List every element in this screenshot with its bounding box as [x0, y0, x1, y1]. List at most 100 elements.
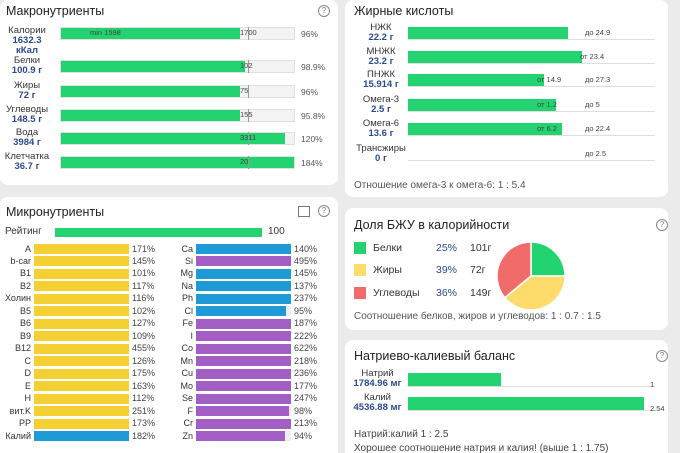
micro-percent: 171% — [132, 243, 156, 254]
pie-slice — [530, 241, 566, 277]
micro-track — [34, 368, 129, 379]
percent: 96% — [301, 29, 319, 39]
micro-percent: 109% — [132, 330, 156, 341]
unit: мг — [390, 402, 402, 413]
micro-bar — [34, 356, 129, 367]
value: 3984 — [13, 137, 35, 148]
norm-label: 3311 — [240, 133, 257, 142]
max-label: до 2.5 — [585, 149, 607, 158]
micro-name: Cu — [181, 368, 193, 379]
bar-track — [60, 156, 295, 169]
micro-track — [34, 406, 129, 417]
nutrient-name: Жиры — [13, 80, 41, 91]
bar-track — [60, 27, 295, 40]
rating-bar — [55, 228, 262, 237]
micro-bar — [196, 244, 291, 254]
nutrient-name: Калории — [8, 25, 46, 36]
help-icon[interactable]: ? — [318, 205, 330, 217]
micro-track — [34, 381, 129, 392]
micro-percent: 236% — [294, 368, 318, 379]
micro-bar — [196, 331, 291, 342]
percent: 184% — [301, 158, 323, 168]
note: Хорошее соотношение натрия и калия! (выш… — [354, 443, 609, 453]
micro-bar — [34, 368, 129, 379]
bar — [61, 61, 246, 72]
bar-track — [60, 109, 295, 122]
micro-name: A — [24, 243, 31, 254]
micro-bar — [196, 293, 291, 304]
value: 23.2 — [368, 56, 387, 67]
acid-name: Омега-3 — [362, 94, 400, 105]
table-icon[interactable] — [298, 206, 310, 217]
micro-track — [196, 368, 291, 379]
nutrient-label: Калории 1632.3 кКал — [0, 26, 54, 56]
micro-track — [196, 418, 291, 429]
micro-bar — [196, 393, 291, 404]
legend-swatch — [354, 264, 366, 276]
micro-name: Mg — [180, 268, 193, 279]
rating-label: Рейтинг — [5, 226, 42, 237]
micro-name: Zn — [182, 430, 193, 441]
legend-name: Жиры — [373, 264, 402, 276]
micro-percent: 173% — [132, 418, 156, 429]
mineral-name: Натрий — [361, 368, 394, 379]
bar-baseline — [408, 111, 655, 112]
bar — [61, 86, 240, 97]
nutrient-value: 148.5 г — [0, 115, 54, 125]
mineral-value: 4536.88 мг — [345, 403, 410, 413]
micro-percent: 102% — [132, 305, 156, 316]
unit: г — [38, 114, 43, 125]
micro-track — [34, 431, 129, 442]
bar-baseline — [408, 135, 655, 136]
value: 0 — [375, 153, 381, 164]
bar — [61, 110, 240, 121]
percent: 98.9% — [301, 62, 326, 72]
card-title: Микронутриенты — [6, 205, 105, 219]
bar — [408, 99, 557, 111]
card-title: Натриево-калиевый баланс — [354, 349, 516, 363]
micro-percent: 127% — [132, 318, 156, 329]
micro-bar — [34, 293, 129, 304]
percent: 96% — [301, 87, 319, 97]
mineral-name: Калий — [364, 392, 391, 403]
pie-slice — [503, 275, 566, 311]
help-icon[interactable]: ? — [656, 350, 668, 362]
micro-track — [196, 256, 291, 267]
bar-track — [60, 132, 295, 145]
bar-baseline — [408, 386, 655, 387]
micro-name: Ca — [181, 243, 193, 254]
help-icon[interactable]: ? — [318, 5, 330, 17]
micro-bar — [34, 406, 129, 417]
value: 15.914 — [363, 79, 393, 90]
norm-label: 1700 — [240, 28, 257, 37]
micro-name: Na — [181, 280, 193, 291]
value: 36.7 — [14, 161, 33, 172]
micro-bar — [196, 406, 290, 417]
micro-percent: 163% — [132, 380, 156, 391]
unit: г — [382, 153, 387, 164]
bar-baseline — [408, 160, 655, 161]
unit: мг — [390, 378, 402, 389]
rating-value: 100 — [268, 226, 285, 237]
min-label: от 1.2 — [537, 100, 557, 109]
micro-name: D — [24, 368, 32, 379]
legend-percent: 25% — [436, 242, 458, 254]
min-label: от 23.4 — [580, 52, 605, 61]
micro-bar — [34, 343, 129, 354]
bar-track — [60, 85, 295, 98]
help-icon[interactable]: ? — [656, 219, 668, 231]
micro-percent: 175% — [132, 368, 156, 379]
micro-track — [34, 281, 129, 292]
acid-name: Омега-6 — [362, 118, 400, 129]
micro-percent: 222% — [294, 330, 318, 341]
micro-name: Se — [181, 393, 193, 404]
micro-percent: 145% — [132, 255, 156, 266]
unit: г — [389, 32, 394, 43]
value: 148.5 — [11, 114, 36, 125]
micro-name: B1 — [19, 268, 31, 279]
micro-name: Cr — [183, 418, 194, 429]
micro-name: B12 — [14, 343, 31, 354]
norm-marker — [248, 156, 249, 169]
bar — [408, 397, 644, 410]
